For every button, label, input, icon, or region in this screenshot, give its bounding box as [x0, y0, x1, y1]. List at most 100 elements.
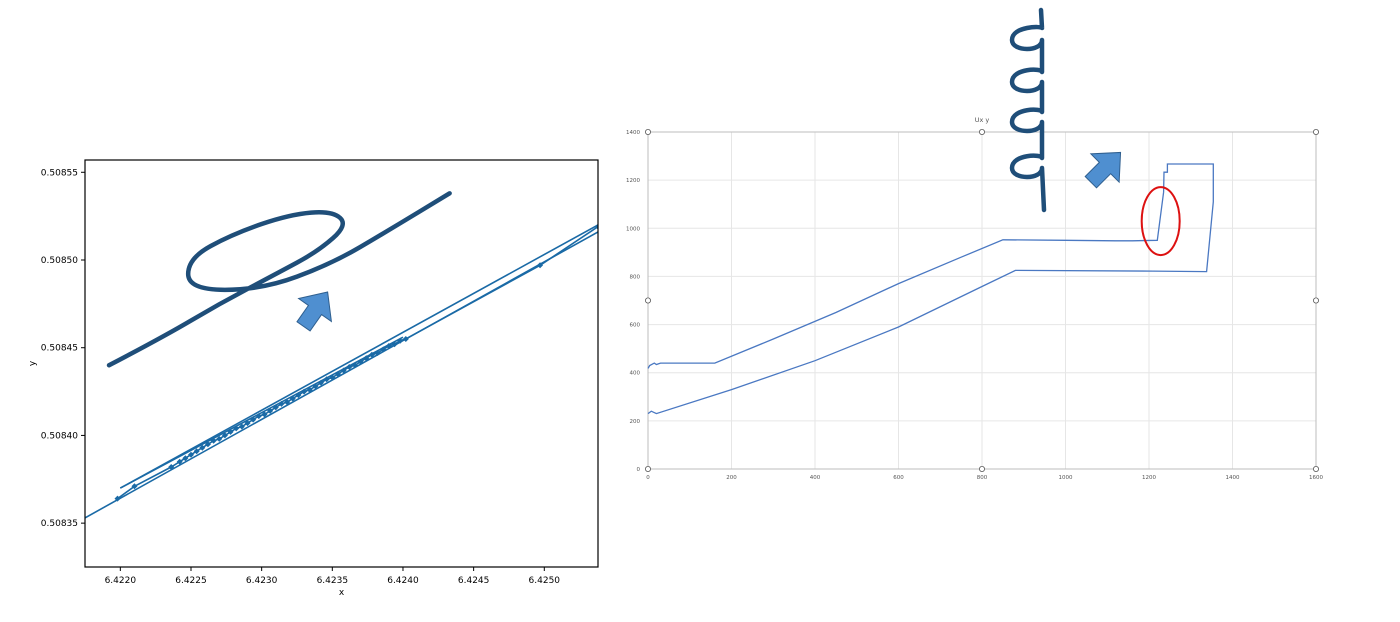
data-point [351, 362, 358, 369]
data-point [216, 435, 223, 442]
data-point [402, 335, 409, 342]
frame-handle [1313, 128, 1320, 135]
x-tick-label: 200 [726, 475, 737, 481]
data-point [380, 346, 387, 353]
arrow-icon [296, 291, 333, 332]
x-tick-label: 6.4230 [246, 576, 278, 586]
y-tick-label: 0.50850 [41, 256, 78, 266]
data-point [385, 342, 392, 349]
x-tick-label: 1000 [1059, 475, 1073, 481]
y-axis-label: y [28, 360, 38, 366]
outline-series-1 [647, 163, 1214, 415]
data-point [397, 337, 404, 344]
y-tick-label: 1200 [626, 178, 640, 184]
highlight-ellipse [1140, 186, 1181, 257]
y-tick-label: 800 [630, 274, 641, 280]
y-tick-label: 400 [630, 371, 641, 377]
y-tick-label: 0 [637, 467, 641, 473]
series-line-2 [119, 224, 598, 489]
data-point [323, 376, 330, 383]
data-point [289, 395, 296, 402]
frame-handle [645, 465, 652, 472]
x-tick-label: 1600 [1309, 475, 1323, 481]
frame-handle [645, 297, 652, 304]
frame-handle [979, 128, 986, 135]
x-tick-label: 6.4220 [105, 576, 137, 586]
y-tick-label: 200 [630, 419, 641, 425]
data-point [357, 358, 364, 365]
frame-handle [1313, 465, 1320, 472]
data-point [272, 404, 279, 411]
x-tick-label: 1200 [1142, 475, 1156, 481]
data-point [250, 416, 257, 423]
data-point [295, 392, 302, 399]
left-chart: 6.4220 6.4225 6.4230 6.4235 6.4240 6.4245 6.42… [28, 159, 599, 598]
data-point [363, 355, 370, 362]
frame-handle [979, 465, 986, 472]
y-tick-label: 0.50835 [41, 519, 78, 529]
chart1-frame [84, 159, 599, 568]
data-point [346, 364, 353, 371]
x-tick-label: 800 [977, 475, 988, 481]
data-point [329, 374, 336, 381]
x-tick-label: 6.4240 [387, 576, 419, 586]
data-point [244, 420, 251, 427]
data-point [204, 441, 211, 448]
spring-sketch [1009, 7, 1047, 213]
data-point [267, 407, 274, 414]
x-tick-label: 1400 [1226, 475, 1240, 481]
series-line-3 [119, 336, 404, 489]
data-point [233, 425, 240, 432]
data-point [301, 388, 308, 395]
series-line-4 [117, 226, 598, 500]
data-point [368, 351, 375, 358]
data-point [187, 451, 194, 458]
data-point [334, 371, 341, 378]
data-point [278, 400, 285, 407]
data-point [210, 437, 217, 444]
y-tick-label: 600 [630, 323, 641, 329]
y-tick-label: 0.50855 [41, 168, 78, 178]
x-tick-label: 600 [893, 475, 904, 481]
y-tick-label: 1000 [626, 226, 640, 232]
data-point [391, 341, 398, 348]
data-point [176, 458, 183, 465]
data-point [114, 495, 121, 502]
data-point [537, 262, 544, 269]
x-axis-label: x [339, 588, 345, 598]
data-point [221, 432, 228, 439]
data-point [255, 413, 262, 420]
x-tick-label: 0 [646, 475, 650, 481]
data-point [182, 455, 189, 462]
y-tick-label: 0.50840 [41, 431, 78, 441]
data-point [306, 386, 313, 393]
data-point [238, 423, 245, 430]
y-tick-label: 1400 [626, 130, 640, 136]
data-point [374, 349, 381, 356]
data-point [227, 428, 234, 435]
data-point [193, 448, 200, 455]
data-point [284, 399, 291, 406]
data-point [261, 411, 268, 418]
chart-title: Ux y [975, 116, 990, 124]
data-point [168, 464, 175, 471]
y-tick-label: 0.50845 [41, 344, 78, 354]
data-point [131, 483, 138, 490]
chart1-plot-area [85, 223, 598, 519]
x-tick-label: 400 [810, 475, 821, 481]
frame-handle [1313, 297, 1320, 304]
data-point [595, 223, 598, 230]
frame-handle [645, 128, 652, 135]
x-tick-label: 6.4235 [317, 576, 349, 586]
data-point [340, 367, 347, 374]
data-point [312, 383, 319, 390]
x-tick-label: 6.4225 [175, 576, 207, 586]
data-point [318, 379, 325, 386]
x-tick-label: 6.4250 [529, 576, 561, 586]
series-line-1 [85, 231, 598, 519]
x-tick-label: 6.4245 [458, 576, 490, 586]
right-chart: 0 200 400 600 800 1000 1200 1400 1600 0 200 400 600 8… [626, 7, 1323, 481]
loop-sketch [106, 191, 452, 368]
arrow-icon [1084, 151, 1122, 189]
